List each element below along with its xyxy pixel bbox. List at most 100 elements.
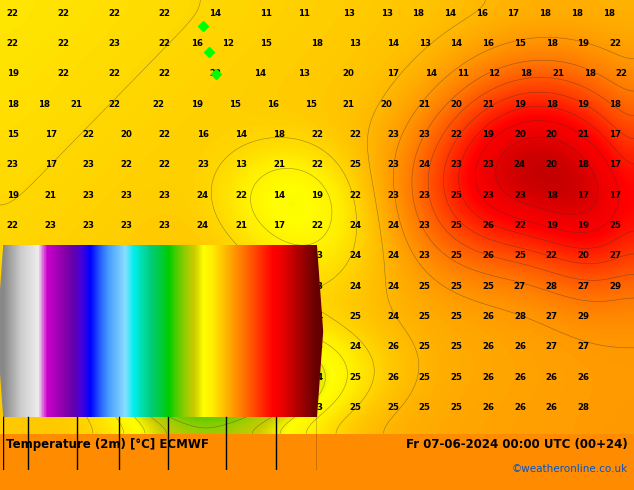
Text: Fr 07-06-2024 00:00 UTC (00+24): Fr 07-06-2024 00:00 UTC (00+24): [406, 438, 628, 451]
Text: 27: 27: [577, 343, 590, 351]
Text: 23: 23: [197, 343, 209, 351]
Text: 23: 23: [387, 160, 399, 169]
Polygon shape: [317, 245, 323, 417]
Text: 23: 23: [514, 191, 526, 199]
Text: 23: 23: [83, 160, 94, 169]
Text: 23: 23: [121, 403, 133, 412]
Text: 23: 23: [108, 39, 120, 48]
Text: 22: 22: [58, 39, 69, 48]
Text: 23: 23: [7, 251, 18, 260]
Text: 16: 16: [476, 8, 488, 18]
Text: 27: 27: [545, 343, 558, 351]
Text: 23: 23: [482, 160, 494, 169]
Text: 19: 19: [578, 99, 589, 109]
Text: 18: 18: [546, 39, 557, 48]
Text: 18: 18: [273, 130, 285, 139]
Text: 22: 22: [7, 221, 18, 230]
Text: 23: 23: [387, 191, 399, 199]
Text: 18: 18: [39, 99, 50, 109]
Text: 23: 23: [159, 221, 171, 230]
Text: 26: 26: [482, 403, 494, 412]
Text: 25: 25: [482, 282, 494, 291]
Text: 23: 23: [83, 191, 94, 199]
Text: 14: 14: [444, 8, 456, 18]
Text: 23: 23: [311, 282, 323, 291]
Text: 23: 23: [235, 282, 247, 291]
Text: 18: 18: [571, 8, 583, 18]
Text: 23: 23: [83, 343, 94, 351]
Text: 21: 21: [419, 99, 430, 109]
Text: 25: 25: [419, 312, 430, 321]
Text: 23: 23: [121, 221, 133, 230]
Text: 23: 23: [121, 373, 133, 382]
Text: 23: 23: [482, 191, 494, 199]
Text: 18: 18: [546, 191, 557, 199]
Text: 16: 16: [191, 39, 202, 48]
Text: 23: 23: [159, 312, 171, 321]
Text: 22: 22: [45, 403, 56, 412]
Text: 24: 24: [311, 312, 323, 321]
Text: 21: 21: [45, 191, 56, 199]
Text: 23: 23: [159, 373, 171, 382]
Text: 20: 20: [514, 130, 526, 139]
Text: 18: 18: [603, 8, 614, 18]
Text: 26: 26: [546, 403, 557, 412]
Text: 23: 23: [159, 251, 171, 260]
Text: 20: 20: [578, 251, 589, 260]
Text: 18: 18: [584, 69, 595, 78]
Text: ©weatheronline.co.uk: ©weatheronline.co.uk: [512, 464, 628, 474]
Text: 27: 27: [609, 251, 621, 260]
Text: 22: 22: [349, 130, 361, 139]
Text: 19: 19: [578, 39, 589, 48]
Text: 23: 23: [121, 191, 133, 199]
Text: 19: 19: [7, 191, 18, 199]
Text: 27: 27: [545, 312, 558, 321]
Text: 25: 25: [451, 312, 462, 321]
Text: 25: 25: [609, 221, 621, 230]
Text: 23: 23: [311, 403, 323, 412]
Text: 25: 25: [451, 403, 462, 412]
Text: 26: 26: [514, 373, 526, 382]
Text: 23: 23: [419, 251, 430, 260]
Text: 26: 26: [482, 373, 494, 382]
Text: 26: 26: [387, 343, 399, 351]
Text: 24: 24: [349, 221, 361, 230]
Text: 25: 25: [451, 373, 462, 382]
Text: 24: 24: [387, 282, 399, 291]
Text: 21: 21: [273, 160, 285, 169]
Text: 22: 22: [7, 373, 18, 382]
Text: 17: 17: [609, 130, 621, 139]
Text: 20: 20: [343, 69, 354, 78]
Text: 13: 13: [419, 39, 430, 48]
Text: 23: 23: [197, 403, 209, 412]
Text: 23: 23: [159, 191, 171, 199]
Text: 25: 25: [514, 251, 526, 260]
Text: 22: 22: [153, 99, 164, 109]
Text: 25: 25: [419, 403, 430, 412]
Text: 14: 14: [425, 69, 437, 78]
Text: 24: 24: [349, 282, 361, 291]
Text: 23: 23: [45, 251, 56, 260]
Text: 21: 21: [578, 130, 589, 139]
Text: 11: 11: [457, 69, 469, 78]
Text: 28: 28: [578, 403, 589, 412]
Text: 23: 23: [387, 130, 399, 139]
Text: 23: 23: [235, 373, 247, 382]
Text: 22: 22: [210, 69, 221, 78]
Text: 18: 18: [521, 69, 532, 78]
Text: 23: 23: [235, 403, 247, 412]
Text: 22: 22: [7, 8, 18, 18]
Text: 19: 19: [578, 221, 589, 230]
Text: 25: 25: [349, 312, 361, 321]
Text: 22: 22: [235, 191, 247, 199]
Text: 14: 14: [209, 8, 222, 18]
Text: 17: 17: [273, 251, 285, 260]
Text: 24: 24: [349, 251, 361, 260]
Text: 22: 22: [7, 312, 18, 321]
Text: 23: 23: [45, 221, 56, 230]
Text: 21: 21: [70, 99, 82, 109]
Text: 22: 22: [616, 69, 627, 78]
Text: 11: 11: [299, 8, 310, 18]
Text: 22: 22: [45, 373, 56, 382]
Text: 22: 22: [108, 69, 120, 78]
